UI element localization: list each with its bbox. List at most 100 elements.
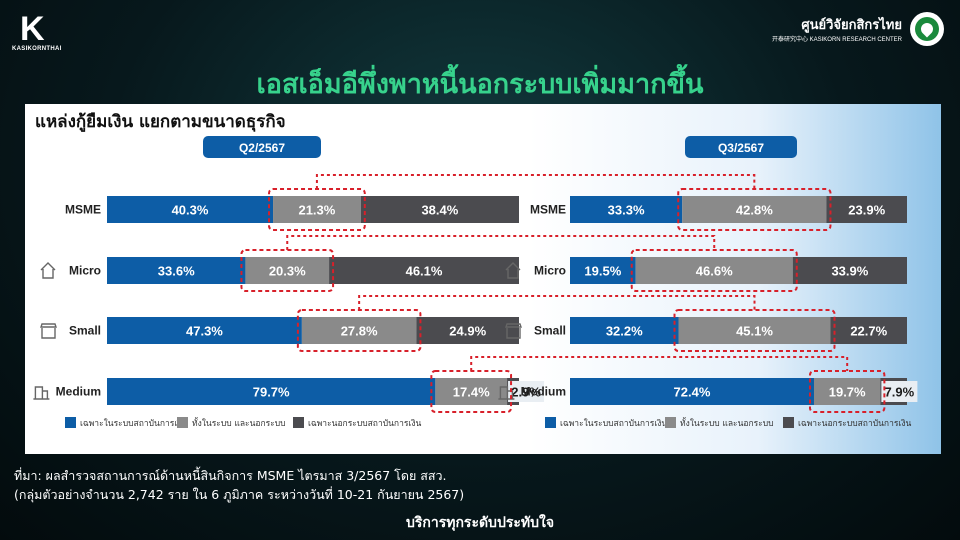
category-label: MSME [65, 203, 101, 217]
bar-segment [107, 378, 436, 405]
legend-swatch [293, 417, 304, 428]
bar-segment [570, 317, 679, 344]
bar-segment [792, 257, 907, 284]
shop-shape [505, 323, 522, 339]
data-label: 79.7% [253, 385, 290, 400]
data-label: 27.8% [341, 324, 378, 339]
legend-label: เฉพาะนอกระบบสถาบันการเงิน [308, 419, 421, 429]
data-label: 72.4% [674, 385, 711, 400]
data-label: 45.1% [736, 324, 773, 339]
bar-segment [682, 196, 827, 223]
data-label: 40.3% [172, 203, 209, 218]
kasikornthai-logo: K KASIKORNTHAI [12, 10, 72, 56]
highlight-box [240, 249, 335, 292]
period-label: Q2/2567 [239, 141, 285, 155]
data-label: 2.9% [511, 385, 541, 400]
legend-swatch [545, 417, 556, 428]
house-shape [505, 262, 521, 279]
kresearch-logo-thai: ศูนย์วิจัยกสิกรไทย [801, 18, 902, 33]
legend-swatch [665, 417, 676, 428]
bar-segment [107, 257, 246, 284]
bar-segment [273, 196, 361, 223]
data-label: 32.2% [606, 324, 643, 339]
building-icon [33, 386, 50, 400]
logo-mark: K [20, 10, 45, 48]
bar-segment [570, 257, 636, 284]
category-label: Micro [69, 264, 101, 278]
bar-segment [107, 196, 274, 223]
highlight-box [677, 188, 832, 231]
legend-label: เฉพาะในระบบสถาบันการเงิน [80, 418, 187, 429]
source-line-2: (กลุ่มตัวอย่างจำนวน 2,742 ราย ใน 6 ภูมิภ… [14, 487, 465, 502]
data-label: 33.6% [158, 264, 195, 279]
shop-icon [505, 323, 522, 339]
house-shape [40, 262, 56, 279]
data-label: 38.4% [421, 203, 458, 218]
data-label: 23.9% [848, 203, 885, 218]
legend-swatch [783, 417, 794, 428]
data-label: 21.3% [298, 203, 335, 218]
category-label: MSME [530, 203, 566, 217]
legend-swatch [177, 417, 188, 428]
bar-segment [813, 378, 881, 405]
page-title: เอสเอ็มอีพึ่งพาหนี้นอกระบบเพิ่มมากขึ้น [256, 69, 704, 100]
category-label: Medium [521, 385, 566, 399]
bar-segment [830, 317, 907, 344]
data-label-bg [508, 381, 545, 402]
bar-segment [826, 196, 907, 223]
bar-segment [245, 257, 330, 284]
bar-segment [301, 317, 417, 344]
legend-label: เฉพาะนอกระบบสถาบันการเงิน [798, 419, 911, 429]
source-note: ที่มา: ผลสำรวจสถานการณ์ด้านหนี้สินกิจการ… [14, 466, 464, 504]
period-pill [203, 136, 321, 158]
bar-segment [678, 317, 831, 344]
data-label: 24.9% [449, 324, 486, 339]
category-label: Micro [534, 264, 566, 278]
connector-line [315, 174, 756, 189]
legend-label: เฉพาะในระบบสถาบันการเงิน [560, 418, 667, 429]
shop-shape [40, 323, 57, 339]
data-label: 33.9% [831, 264, 868, 279]
bar-segment [416, 317, 519, 344]
house-icon [505, 262, 521, 279]
kbank-leaf-icon [910, 12, 944, 46]
stacked-bar-chart: Q2/2567 MSME 40.3% 21.3% 38.4% Micro 33.6% 20.3… [33, 136, 918, 429]
connector-line [286, 235, 716, 250]
data-label: 19.5% [584, 264, 621, 279]
highlight-box [630, 249, 798, 292]
category-label: Medium [56, 385, 101, 399]
bar-segment [329, 257, 519, 284]
connector-line [470, 356, 849, 371]
data-label-bg [881, 381, 918, 402]
period-label: Q3/2567 [718, 141, 764, 155]
bar-segment [360, 196, 519, 223]
bar-segment [570, 196, 683, 223]
category-label: Small [69, 324, 101, 338]
building-shape [33, 386, 50, 400]
data-label: 47.3% [186, 324, 223, 339]
connector-line [358, 295, 756, 310]
data-label: 19.7% [829, 385, 866, 400]
highlight-box [673, 309, 836, 352]
chart-panel: แหล่งกู้ยืมเงิน แยกตามขนาดธุรกิจ Q2/2567… [25, 104, 941, 454]
house-icon [40, 262, 56, 279]
legend-label: ทั้งในระบบ และนอกระบบ [680, 417, 774, 429]
data-label: 46.1% [406, 264, 443, 279]
data-label: 33.3% [608, 203, 645, 218]
data-label: 7.9% [885, 385, 915, 400]
data-label: 20.3% [269, 264, 306, 279]
legend-label: ทั้งในระบบ และนอกระบบ [192, 417, 286, 429]
data-label: 22.7% [850, 324, 887, 339]
legend-swatch [65, 417, 76, 428]
slogan: บริการทุกระดับประทับใจ [405, 515, 555, 531]
kresearch-logo: ศูนย์วิจัยกสิกรไทย 开泰研究中心 KASIKORN RESEA… [772, 10, 948, 50]
bar-segment [635, 257, 793, 284]
chart-title: แหล่งกู้ยืมเงิน แยกตามขนาดธุรกิจ [35, 112, 286, 132]
data-label: 42.8% [736, 203, 773, 218]
shop-icon [40, 323, 57, 339]
kresearch-logo-sub: 开泰研究中心 KASIKORN RESEARCH CENTER [771, 37, 902, 43]
source-line-1: ที่มา: ผลสำรวจสถานการณ์ด้านหนี้สินกิจการ… [14, 468, 447, 483]
data-label: 17.4% [453, 385, 490, 400]
logo-text: KASIKORNTHAI [12, 46, 62, 52]
period-pill [685, 136, 797, 158]
